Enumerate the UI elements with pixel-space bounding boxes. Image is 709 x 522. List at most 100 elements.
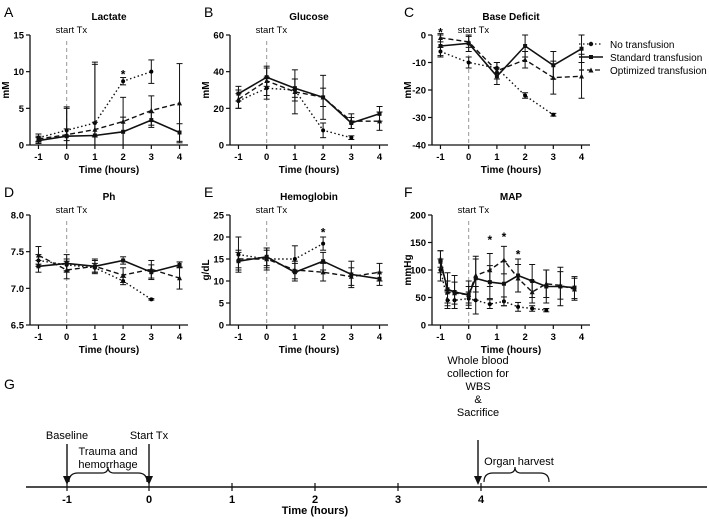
x-tick-label: 2 bbox=[120, 152, 125, 163]
y-tick-label: -40 bbox=[412, 141, 426, 152]
data-point bbox=[348, 273, 354, 279]
y-axis-label: mM bbox=[201, 81, 212, 98]
data-point bbox=[120, 118, 126, 124]
x-tick-label: -1 bbox=[34, 152, 43, 163]
data-point bbox=[544, 308, 549, 313]
x-tick-label: 3 bbox=[149, 152, 154, 163]
start-tx-label: start Tx bbox=[56, 25, 88, 36]
legend-label-no-transfusion: No transfusion bbox=[610, 40, 674, 51]
significance-star: * bbox=[516, 248, 521, 262]
x-tick-label: 3 bbox=[149, 332, 154, 343]
data-point bbox=[64, 131, 70, 137]
data-point bbox=[466, 60, 471, 65]
x-tick-label: 3 bbox=[551, 152, 556, 163]
data-point bbox=[522, 56, 528, 62]
y-tick-label: 7.0 bbox=[11, 284, 24, 295]
y-tick-label: 150 bbox=[410, 238, 426, 249]
y-axis-label: mM bbox=[1, 81, 12, 98]
data-point bbox=[557, 282, 563, 288]
y-tick-label: 40 bbox=[213, 67, 224, 78]
data-point bbox=[551, 112, 556, 117]
y-tick-label: 50 bbox=[415, 293, 426, 304]
whole-blood-line5: Sacrifice bbox=[457, 407, 499, 419]
organ-harvest-bracket bbox=[483, 466, 550, 483]
data-point bbox=[292, 257, 297, 261]
y-tick-label: -20 bbox=[412, 86, 426, 97]
timeline-tick-label: 1 bbox=[229, 494, 235, 506]
data-point bbox=[177, 262, 182, 267]
significance-star: * bbox=[121, 68, 126, 82]
series-solid bbox=[437, 250, 578, 309]
data-point bbox=[501, 257, 507, 263]
y-tick-label: 15 bbox=[213, 255, 224, 266]
data-point bbox=[149, 297, 154, 302]
data-point bbox=[515, 275, 521, 281]
data-point bbox=[501, 281, 506, 286]
y-tick-label: 0 bbox=[421, 321, 426, 332]
y-tick-label: 10 bbox=[213, 277, 224, 288]
data-point bbox=[579, 73, 585, 79]
y-tick-label: 0 bbox=[219, 141, 224, 152]
significance-star: * bbox=[321, 226, 326, 240]
start-tx-label: start Tx bbox=[458, 25, 490, 36]
x-tick-label: 2 bbox=[522, 332, 527, 343]
data-point bbox=[487, 267, 493, 273]
data-point bbox=[571, 286, 577, 292]
chart-title: Lactate bbox=[91, 12, 126, 23]
x-tick-label: 1 bbox=[292, 332, 298, 343]
chart-panel-f: F MAP 0 50 100 150 200 -1 0 1 2 3 4 Time (hours) mmHg s… bbox=[403, 184, 590, 356]
x-tick-label: 0 bbox=[264, 332, 269, 343]
x-tick-label: 4 bbox=[177, 332, 183, 343]
series-line bbox=[440, 42, 582, 78]
x-tick-label: 0 bbox=[64, 152, 69, 163]
data-point bbox=[523, 44, 528, 48]
x-tick-label: 0 bbox=[264, 152, 269, 163]
y-tick-label: 10 bbox=[13, 67, 24, 78]
y-tick-label: 15 bbox=[13, 31, 24, 42]
whole-blood-line1: Whole blood bbox=[447, 355, 508, 367]
legend-label-optimized-transfusion: Optimized transfusion bbox=[610, 66, 707, 77]
significance-star: * bbox=[488, 233, 493, 247]
panel-letter: C bbox=[404, 4, 414, 20]
series-dashed bbox=[437, 245, 578, 305]
data-point bbox=[437, 256, 443, 262]
series-solid bbox=[437, 34, 585, 85]
start-tx-label: start Tx bbox=[458, 205, 490, 216]
start-tx-label: start Tx bbox=[56, 205, 88, 216]
timeline-panel: G -1 0 1 2 3 4 Time (hours) Baseline Sta… bbox=[4, 355, 707, 517]
chart-title: Glucose bbox=[289, 12, 329, 23]
series-solid bbox=[235, 67, 383, 129]
x-tick-label: 3 bbox=[349, 152, 354, 163]
x-tick-label: 4 bbox=[377, 152, 383, 163]
x-tick-label: 3 bbox=[551, 332, 556, 343]
data-point bbox=[292, 267, 298, 273]
x-tick-label: 2 bbox=[522, 152, 527, 163]
data-point bbox=[235, 96, 241, 102]
organ-harvest-label: Organ harvest bbox=[484, 456, 554, 468]
x-tick-label: 2 bbox=[320, 332, 325, 343]
chart-title: Ph bbox=[103, 192, 116, 203]
data-point bbox=[264, 78, 270, 84]
data-point bbox=[92, 263, 98, 269]
chart-title: Hemoglobin bbox=[280, 192, 338, 203]
whole-blood-line2: collection for bbox=[447, 368, 509, 380]
x-tick-label: -1 bbox=[436, 332, 445, 343]
data-point bbox=[516, 304, 521, 309]
chart-title: MAP bbox=[500, 192, 523, 203]
x-tick-label: -1 bbox=[34, 332, 43, 343]
data-point bbox=[523, 93, 528, 98]
trauma-bracket bbox=[68, 466, 148, 483]
chart-title: Base Deficit bbox=[482, 12, 540, 23]
panel-letter: B bbox=[204, 4, 213, 20]
series-solid bbox=[235, 247, 383, 289]
x-tick-label: 4 bbox=[177, 152, 183, 163]
x-tick-label: 1 bbox=[494, 332, 500, 343]
series-line bbox=[238, 255, 380, 280]
data-point bbox=[529, 289, 535, 295]
start-tx-label: start Tx bbox=[256, 25, 288, 36]
data-point bbox=[550, 74, 556, 80]
legend-item-optimized-transfusion: Optimized transfusion bbox=[579, 66, 707, 77]
data-point bbox=[321, 259, 326, 264]
data-point bbox=[64, 267, 70, 273]
